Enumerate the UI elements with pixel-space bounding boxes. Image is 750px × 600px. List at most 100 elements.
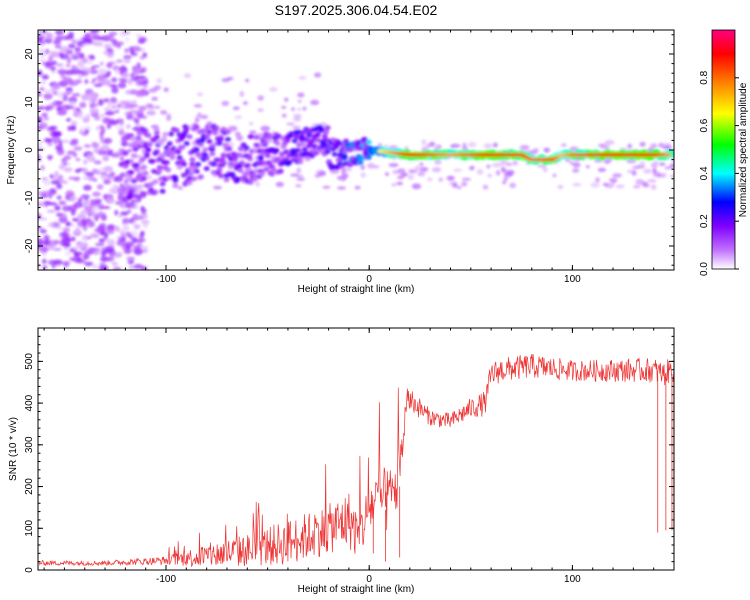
noise-blob [38,245,48,253]
ridge-blob [216,167,223,173]
noise-blob [85,37,93,42]
noise-blob [68,82,79,87]
noise-blob [87,154,94,161]
noise-blob [93,160,102,165]
ridge-blob [247,134,254,140]
noise-blob [137,184,144,188]
scatter-blob [284,97,289,102]
ridge-blob [141,176,148,182]
scatter-blob [415,165,421,171]
noise-blob [76,114,85,119]
noise-blob [64,251,72,256]
noise-blob [41,74,49,80]
ridge-blob [203,155,210,161]
scatter-blob [146,110,156,116]
ridge-blob [195,161,202,167]
scatter-blob [639,161,646,167]
ridge-blob [313,150,320,156]
ridge-blob [199,137,206,143]
noise-blob [49,66,57,71]
ridge-blob [129,136,136,141]
ridge-blob [165,167,172,173]
ridge-blob [252,176,258,182]
noise-blob [74,168,81,173]
noise-blob [99,133,104,141]
ridge-blob [180,161,187,167]
scatter-blob [612,173,622,178]
noise-blob [46,209,56,213]
snr-dropouts [372,373,673,562]
scatter-blob [543,147,551,153]
scatter-blob [239,91,245,97]
ridge-blob [146,141,153,147]
ridge-blob [161,137,167,142]
snr-series-line [38,353,674,568]
ridge-blob [262,139,268,145]
ridge-blob [131,178,138,184]
noise-blob [124,37,130,43]
noise-blob [47,50,57,55]
noise-blob [103,179,112,185]
noise-blob [74,109,83,117]
scatter-blob [602,182,609,187]
noise-blob [128,233,133,239]
noise-blob [114,175,124,183]
scatter-blob [486,164,491,169]
noise-blob [48,259,58,265]
noise-blob [126,256,134,261]
scatter-blob [354,185,361,190]
noise-blob [38,117,43,123]
noise-blob [54,36,63,41]
ridge-blob [338,163,345,169]
scatter-blob [572,182,582,187]
scatter-blob [314,72,322,78]
noise-blob [94,116,101,121]
ridge-blob [301,146,308,152]
scatter-blob [373,165,380,169]
noise-blob [41,251,47,257]
noise-blob [129,89,138,95]
noise-blob [67,43,76,49]
noise-blob [56,195,62,200]
noise-blob [107,173,114,180]
ridge-blob [237,168,244,174]
noise-blob [57,68,67,75]
ridge-blob [186,180,193,186]
x-tick-label: 100 [564,274,581,285]
ridge-blob [173,127,180,133]
scatter-blob [391,183,397,187]
noise-blob [83,176,90,180]
scatter-blob [453,168,463,172]
scatter-blob [275,181,284,188]
ridge-blob [189,157,196,162]
scatter-blob [476,168,484,175]
ridge-blob [215,157,221,163]
ridge-blob [198,142,204,148]
scatter-blob [329,169,340,174]
scatter-blob [512,160,518,166]
ridge-blob [180,172,187,178]
scatter-blob [438,177,443,182]
ridge-blob [145,132,152,138]
noise-blob [106,50,114,58]
scatter-blob [184,73,191,79]
noise-blob [63,243,71,248]
noise-blob [119,104,127,109]
noise-blob [115,201,123,205]
noise-blob [38,155,42,163]
x-tick-label: 100 [564,574,581,585]
noise-blob [116,103,122,109]
noise-blob [92,263,99,270]
scatter-blob [249,130,257,135]
scatter-blob [467,141,477,148]
noise-blob [103,166,114,173]
noise-blob [39,122,48,129]
noise-blob [122,73,130,79]
ridge-blob [324,149,331,155]
noise-blob [88,91,98,99]
noise-blob [92,178,98,182]
noise-blob [119,156,124,161]
noise-blob [57,91,63,99]
noise-blob [115,125,125,129]
